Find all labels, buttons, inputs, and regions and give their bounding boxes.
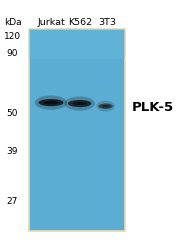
Text: 39: 39 (7, 147, 18, 156)
Ellipse shape (101, 105, 110, 108)
Text: Jurkat: Jurkat (38, 18, 66, 26)
Text: 90: 90 (7, 49, 18, 58)
Ellipse shape (68, 100, 91, 107)
Ellipse shape (44, 101, 59, 104)
Text: 120: 120 (4, 32, 21, 41)
Ellipse shape (35, 96, 67, 110)
Ellipse shape (65, 96, 95, 111)
Text: 27: 27 (7, 196, 18, 205)
Text: K562: K562 (68, 18, 93, 26)
Text: 50: 50 (7, 109, 18, 118)
Bar (29, 29, 125, 60)
Ellipse shape (98, 104, 113, 109)
Ellipse shape (38, 99, 64, 106)
Bar (29, 29, 125, 230)
Text: kDa: kDa (4, 18, 21, 26)
Ellipse shape (73, 102, 87, 105)
Text: PLK-5: PLK-5 (132, 100, 174, 114)
Ellipse shape (96, 101, 115, 112)
Text: 3T3: 3T3 (98, 18, 116, 26)
